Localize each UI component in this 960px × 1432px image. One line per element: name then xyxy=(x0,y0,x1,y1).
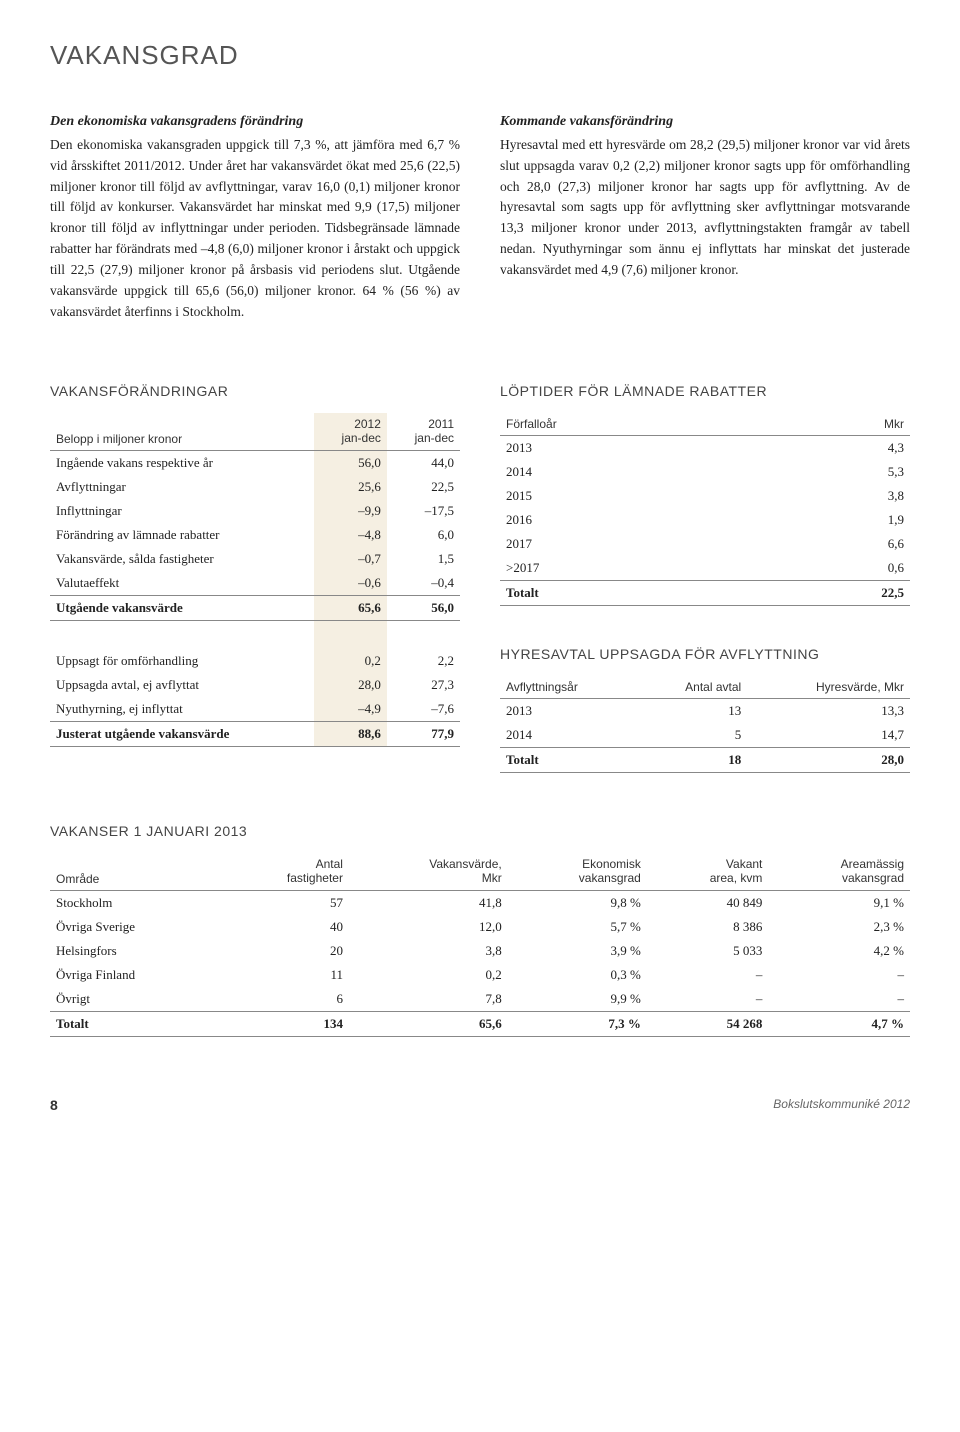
table-row: 20131313,3 xyxy=(500,698,910,723)
table-row: Ingående vakans respektive år56,044,0 xyxy=(50,450,460,475)
table4-col2: Vakansvärde,Mkr xyxy=(349,853,508,890)
table1-col2: 2011jan-dec xyxy=(387,413,460,450)
table1-col0: Belopp i miljoner kronor xyxy=(50,413,314,450)
page-title: VAKANSGRAD xyxy=(50,40,910,71)
intro-columns: Den ekonomiska vakansgradens förändring … xyxy=(50,111,910,323)
table-row: 20153,8 xyxy=(500,484,910,508)
table-row: Förändring av lämnade rabatter–4,86,0 xyxy=(50,523,460,547)
table2-col1: Mkr xyxy=(764,413,910,436)
table-row: Valutaeffekt–0,6–0,4 xyxy=(50,571,460,596)
table-row: Uppsagda avtal, ej avflyttat28,027,3 xyxy=(50,673,460,697)
doc-title: Bokslutskommuniké 2012 xyxy=(773,1097,910,1113)
left-para-title: Den ekonomiska vakansgradens förändring xyxy=(50,111,460,133)
right-para-text: Hyresavtal med ett hyresvärde om 28,2 (2… xyxy=(500,137,910,278)
table4-title: VAKANSER 1 JANUARI 2013 xyxy=(50,823,910,839)
table-row: Helsingfors203,83,9 %5 0334,2 % xyxy=(50,939,910,963)
left-para-text: Den ekonomiska vakansgraden uppgick till… xyxy=(50,137,460,319)
intro-left: Den ekonomiska vakansgradens förändring … xyxy=(50,111,460,323)
loptider-block: LÖPTIDER FÖR LÄMNADE RABATTER Förfalloår… xyxy=(500,383,910,606)
table-subtotal-row: Utgående vakansvärde65,656,0 xyxy=(50,595,460,620)
table-total-row: Totalt13465,67,3 %54 2684,7 % xyxy=(50,1011,910,1036)
table3-title: HYRESAVTAL UPPSAGDA FÖR AVFLYTTNING xyxy=(500,646,910,662)
table2-title: LÖPTIDER FÖR LÄMNADE RABATTER xyxy=(500,383,910,399)
table-row: Nyuthyrning, ej inflyttat–4,9–7,6 xyxy=(50,697,460,722)
table2-col0: Förfalloår xyxy=(500,413,764,436)
table3: Avflyttningsår Antal avtal Hyresvärde, M… xyxy=(500,676,910,773)
table-total-row: Justerat utgående vakansvärde88,677,9 xyxy=(50,721,460,746)
table-row: Övriga Sverige4012,05,7 %8 3862,3 % xyxy=(50,915,910,939)
table-row: 2014514,7 xyxy=(500,723,910,748)
table4-col1: Antalfastigheter xyxy=(221,853,349,890)
hyresavtal-block: HYRESAVTAL UPPSAGDA FÖR AVFLYTTNING Avfl… xyxy=(500,646,910,773)
table-row: Uppsagt för omförhandling0,22,2 xyxy=(50,649,460,673)
table4-col5: Areamässigvakansgrad xyxy=(768,853,910,890)
table-row: Avflyttningar25,622,5 xyxy=(50,475,460,499)
table-row: 20161,9 xyxy=(500,508,910,532)
table3-col0: Avflyttningsår xyxy=(500,676,636,699)
table-total-row: Totalt1828,0 xyxy=(500,747,910,772)
table4-col0: Område xyxy=(50,853,221,890)
table-row: Övrigt67,89,9 %–– xyxy=(50,987,910,1012)
table1-title: VAKANSFÖRÄNDRINGAR xyxy=(50,383,460,399)
vakansforandringar-block: VAKANSFÖRÄNDRINGAR Belopp i miljoner kro… xyxy=(50,383,460,747)
table4: Område Antalfastigheter Vakansvärde,Mkr … xyxy=(50,853,910,1037)
page-footer: 8 Bokslutskommuniké 2012 xyxy=(50,1097,910,1113)
table-row: 20176,6 xyxy=(500,532,910,556)
table4-col4: Vakantarea, kvm xyxy=(647,853,769,890)
tables-row-1: VAKANSFÖRÄNDRINGAR Belopp i miljoner kro… xyxy=(50,383,910,773)
table3-col2: Hyresvärde, Mkr xyxy=(747,676,910,699)
intro-right: Kommande vakansförändring Hyresavtal med… xyxy=(500,111,910,323)
page-number: 8 xyxy=(50,1097,58,1113)
table-row: Inflyttningar–9,9–17,5 xyxy=(50,499,460,523)
table-row: 20145,3 xyxy=(500,460,910,484)
table-row: Stockholm5741,89,8 %40 8499,1 % xyxy=(50,890,910,915)
table1: Belopp i miljoner kronor 2012jan-dec 201… xyxy=(50,413,460,747)
table-row: >20170,6 xyxy=(500,556,910,581)
table3-col1: Antal avtal xyxy=(636,676,747,699)
table-row: Vakansvärde, sålda fastigheter–0,71,5 xyxy=(50,547,460,571)
table-row: 20134,3 xyxy=(500,435,910,460)
table1-col1: 2012jan-dec xyxy=(314,413,387,450)
table4-col3: Ekonomiskvakansgrad xyxy=(508,853,647,890)
table2: Förfalloår Mkr 20134,320145,320153,82016… xyxy=(500,413,910,606)
right-tables-stack: LÖPTIDER FÖR LÄMNADE RABATTER Förfalloår… xyxy=(500,383,910,773)
right-para-title: Kommande vakansförändring xyxy=(500,111,910,133)
vakanser-block: VAKANSER 1 JANUARI 2013 Område Antalfast… xyxy=(50,823,910,1037)
table-row: Övriga Finland110,20,3 %–– xyxy=(50,963,910,987)
table-total-row: Totalt22,5 xyxy=(500,580,910,605)
